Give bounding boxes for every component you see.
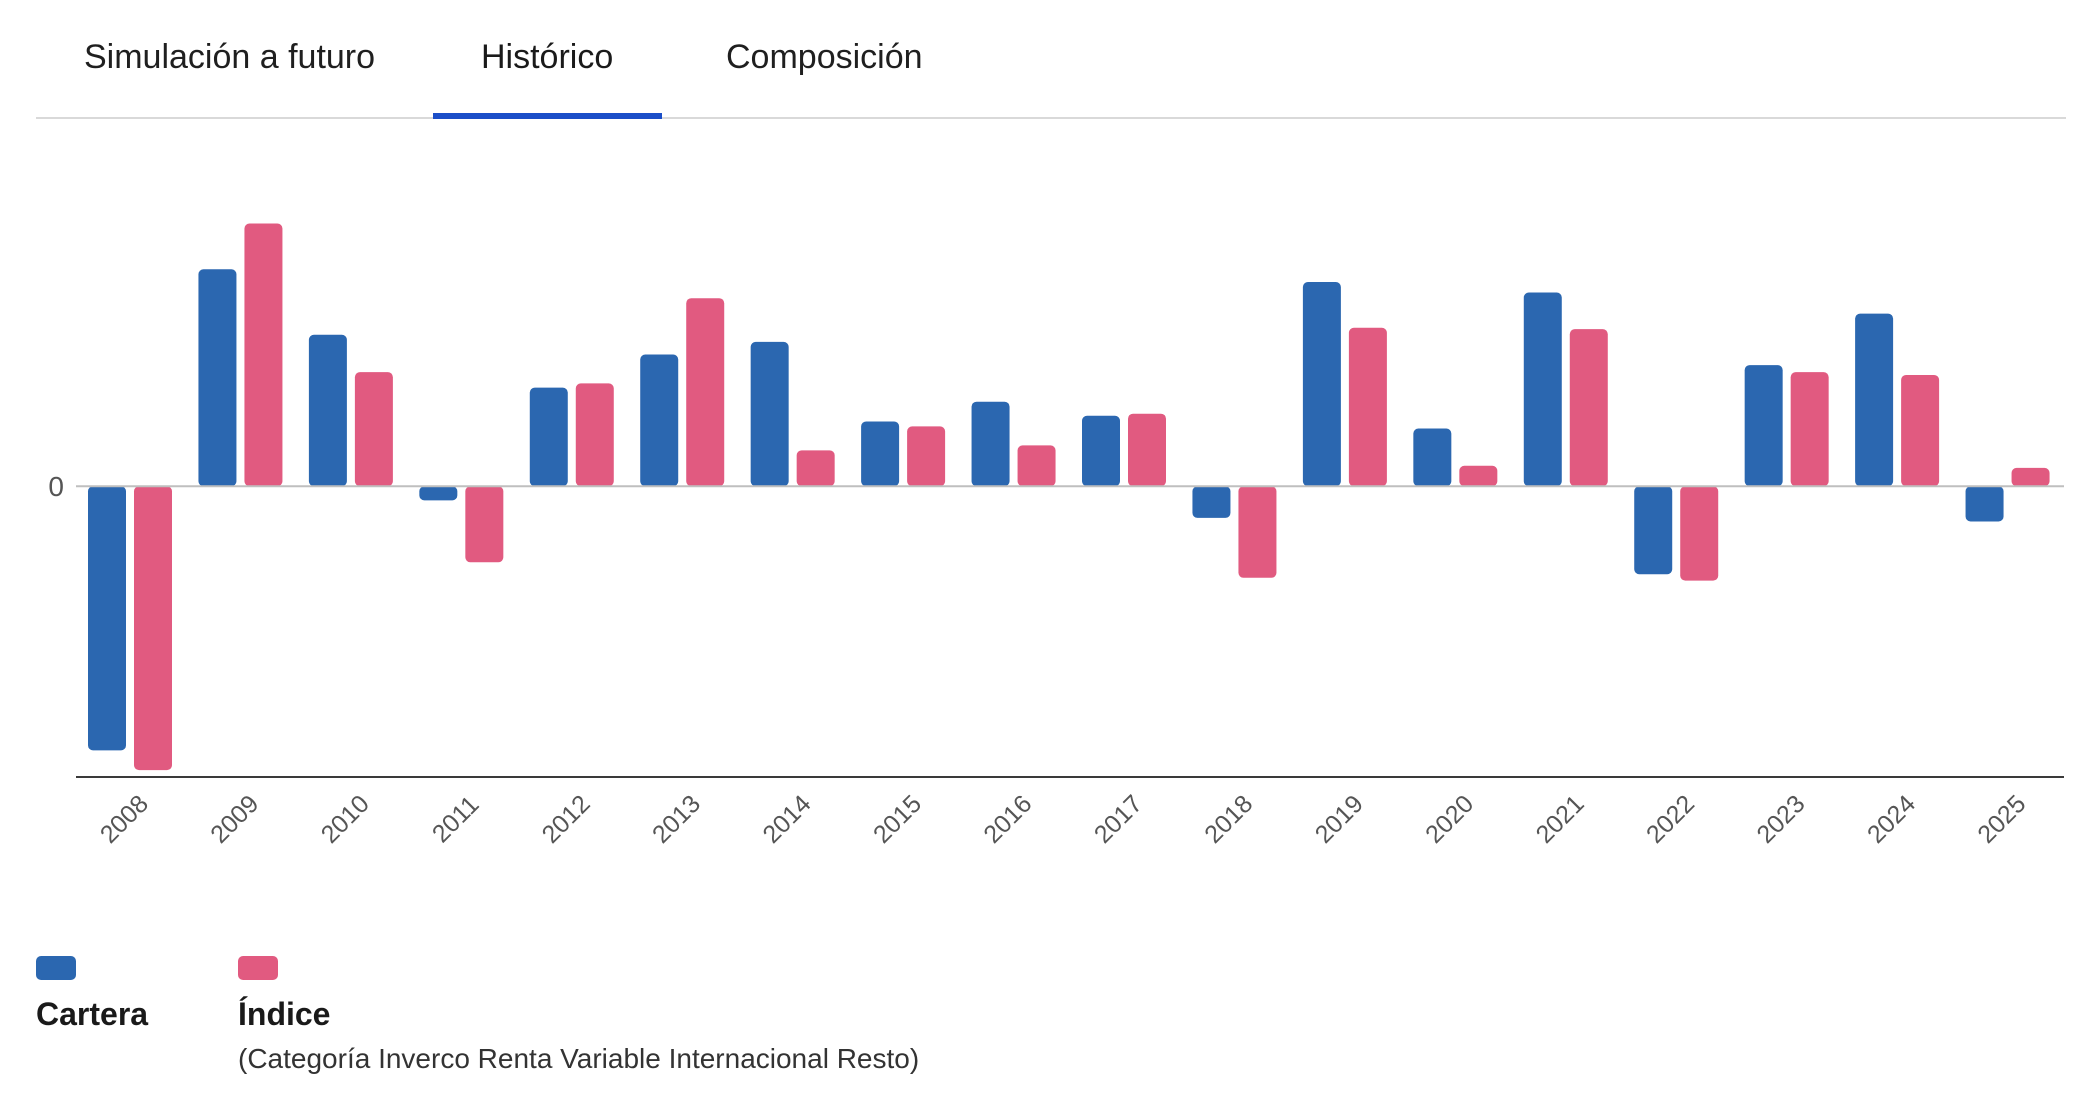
x-tick-label-2019: 2019 <box>1310 790 1369 849</box>
bar-cartera-2025[interactable] <box>1966 486 2004 521</box>
x-tick-label-2008: 2008 <box>95 790 154 849</box>
x-tick-label-2010: 2010 <box>316 790 375 849</box>
bar-indice-2017[interactable] <box>1128 414 1166 487</box>
tab-bar: Simulación a futuro Histórico Composició… <box>36 0 2066 119</box>
bar-cartera-2010[interactable] <box>309 335 347 486</box>
x-tick-label-2016: 2016 <box>978 790 1037 849</box>
x-tick-label-2022: 2022 <box>1641 790 1700 849</box>
active-tab-indicator <box>433 113 662 119</box>
bar-indice-2019[interactable] <box>1349 328 1387 486</box>
bar-cartera-2013[interactable] <box>640 355 678 487</box>
legend-label-indice: Índice <box>238 996 330 1033</box>
bar-cartera-2009[interactable] <box>198 269 236 486</box>
bar-cartera-2022[interactable] <box>1634 486 1672 574</box>
bar-chart: 0 20082009201020112012201320142015201620… <box>0 120 2080 900</box>
bar-indice-2011[interactable] <box>465 486 503 562</box>
bar-cartera-2023[interactable] <box>1745 365 1783 486</box>
legend-swatch-cartera <box>36 956 76 980</box>
bar-indice-2013[interactable] <box>686 298 724 486</box>
bar-indice-2015[interactable] <box>907 426 945 486</box>
bar-cartera-2019[interactable] <box>1303 282 1341 486</box>
bar-cartera-2011[interactable] <box>419 486 457 500</box>
bar-cartera-2021[interactable] <box>1524 293 1562 487</box>
bar-cartera-2018[interactable] <box>1192 486 1230 518</box>
bar-indice-2018[interactable] <box>1238 486 1276 578</box>
bar-indice-2008[interactable] <box>134 486 172 770</box>
x-tick-label-2009: 2009 <box>205 790 264 849</box>
bar-cartera-2014[interactable] <box>751 342 789 486</box>
bar-cartera-2012[interactable] <box>530 388 568 487</box>
bar-indice-2016[interactable] <box>1018 445 1056 486</box>
x-tick-label-2018: 2018 <box>1199 790 1258 849</box>
bar-cartera-2017[interactable] <box>1082 416 1120 486</box>
x-tick-label-2013: 2013 <box>647 790 706 849</box>
x-tick-label-2017: 2017 <box>1089 790 1148 849</box>
legend-swatch-indice <box>238 956 278 980</box>
bar-cartera-2016[interactable] <box>972 402 1010 487</box>
x-tick-label-2021: 2021 <box>1531 790 1590 849</box>
bar-indice-2020[interactable] <box>1459 466 1497 486</box>
x-tick-labels: 2008 2009 2010 2011 2012 2013 2014 2015 2016 2017… <box>95 790 2032 849</box>
bar-indice-2023[interactable] <box>1791 372 1829 486</box>
tab-composicion[interactable]: Composición <box>726 38 923 77</box>
x-tick-label-2020: 2020 <box>1420 790 1479 849</box>
x-tick-label-2025: 2025 <box>1972 790 2031 849</box>
bar-indice-2024[interactable] <box>1901 375 1939 486</box>
bar-indice-2025[interactable] <box>2012 468 2050 486</box>
x-tick-label-2023: 2023 <box>1751 790 1810 849</box>
bar-cartera-2024[interactable] <box>1855 314 1893 487</box>
bar-cartera-2008[interactable] <box>88 486 126 750</box>
x-tick-label-2014: 2014 <box>757 790 816 849</box>
bars-layer <box>88 224 2050 771</box>
bar-indice-2021[interactable] <box>1570 329 1608 486</box>
y-tick-label: 0 <box>48 471 64 502</box>
bar-indice-2010[interactable] <box>355 372 393 486</box>
bar-cartera-2020[interactable] <box>1413 428 1451 486</box>
bar-indice-2014[interactable] <box>797 450 835 486</box>
bar-indice-2022[interactable] <box>1680 486 1718 580</box>
legend-subtitle-indice: (Categoría Inverco Renta Variable Intern… <box>238 1043 919 1075</box>
bar-cartera-2015[interactable] <box>861 421 899 486</box>
bar-indice-2012[interactable] <box>576 383 614 486</box>
tab-simulacion[interactable]: Simulación a futuro <box>84 38 375 77</box>
x-tick-label-2015: 2015 <box>868 790 927 849</box>
x-tick-label-2012: 2012 <box>537 790 596 849</box>
legend-label-cartera: Cartera <box>36 996 148 1033</box>
tab-historico[interactable]: Histórico <box>481 38 613 77</box>
x-tick-label-2011: 2011 <box>427 790 485 848</box>
bar-indice-2009[interactable] <box>244 224 282 487</box>
x-tick-label-2024: 2024 <box>1862 790 1921 849</box>
